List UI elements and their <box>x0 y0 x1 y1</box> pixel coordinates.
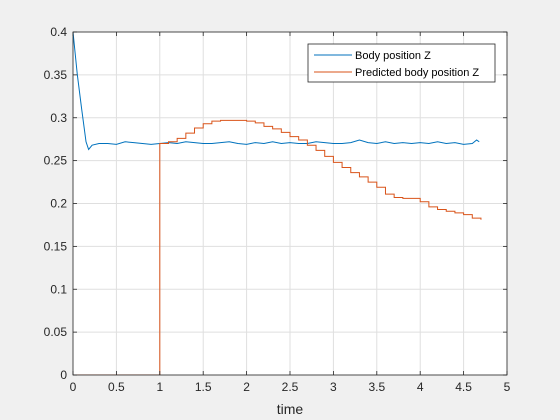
x-tick-label: 1.5 <box>195 380 212 394</box>
x-tick-label: 2 <box>243 380 250 394</box>
x-axis-label: time <box>277 401 304 417</box>
y-tick-label: 0.2 <box>50 197 67 211</box>
legend-label-body-position: Body position Z <box>355 50 431 62</box>
x-tick-label: 5 <box>504 380 511 394</box>
y-tick-label: 0 <box>60 368 67 382</box>
series-layer <box>73 32 482 375</box>
legend-label-predicted-body-position: Predicted body position Z <box>355 67 479 79</box>
y-tick-label: 0.3 <box>50 111 67 125</box>
y-tick-label: 0.05 <box>44 325 68 339</box>
x-tick-label: 0 <box>70 380 77 394</box>
series-line-predicted-body-position-z <box>73 119 482 375</box>
y-tick-label: 0.4 <box>50 25 67 39</box>
y-tick-label: 0.35 <box>44 68 68 82</box>
y-tick-label: 0.25 <box>44 154 68 168</box>
x-tick-label: 0.5 <box>108 380 125 394</box>
x-tick-label: 2.5 <box>282 380 299 394</box>
y-tick-label: 0.15 <box>44 239 68 253</box>
x-tick-label: 4 <box>417 380 424 394</box>
x-tick-label: 3.5 <box>368 380 385 394</box>
axis-ticks: 0 0.5 1 1.5 2 2.5 3 3.5 4 4.5 5 0 0.05 0.1 0.15 0.2 0.25… <box>44 25 511 394</box>
y-tick-label: 0.1 <box>50 282 67 296</box>
x-tick-label: 1 <box>156 380 163 394</box>
x-tick-label: 4.5 <box>455 380 472 394</box>
legend-box <box>307 43 496 83</box>
series-line-body-position-z <box>73 32 480 151</box>
x-tick-label: 3 <box>330 380 337 394</box>
legend: Body position Z Predicted body position … <box>307 43 496 83</box>
